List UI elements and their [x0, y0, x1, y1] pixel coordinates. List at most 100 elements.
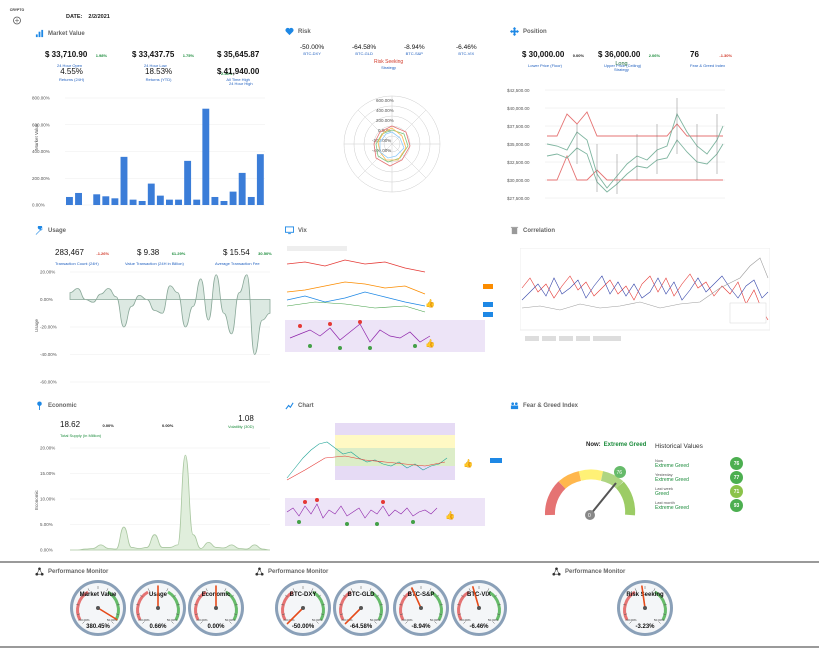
- gauge-tick: [76, 613, 81, 616]
- y-tick: $40,000.00: [507, 106, 530, 111]
- gauge-max-label: 50.00%: [488, 618, 499, 622]
- thumb-up-icon: 👍: [445, 510, 455, 520]
- y-tick: $32,500.00: [507, 160, 530, 165]
- bar: [175, 199, 182, 205]
- stat-value: $ 33,710.90: [45, 50, 88, 59]
- gauge-tick: [494, 594, 497, 598]
- stat-value: 18.53%: [145, 67, 173, 76]
- bar: [202, 108, 210, 205]
- btc-tradingview-chart: 👍 👍: [285, 418, 505, 540]
- stat-label: All Time High: [226, 77, 250, 82]
- gauge-hub: [214, 606, 218, 610]
- thumb-up-icon: 👍: [463, 458, 473, 468]
- gauge-tick: [343, 594, 346, 598]
- bar: [184, 160, 192, 205]
- stat-btc-vix: -6.46% BTC-VIX: [456, 44, 477, 56]
- period-label: Last week: [655, 486, 674, 491]
- gauge-value: 380.45%: [86, 624, 110, 630]
- y-tick: 400.00%: [32, 149, 50, 154]
- radial-tick: -200.00%: [372, 138, 391, 143]
- panel-title-text: Chart: [298, 402, 314, 409]
- gauge-tick: [434, 621, 437, 624]
- gauge-economic: Economic-50.00%50.00%0.00%: [186, 576, 246, 642]
- gauge-tick: [80, 594, 83, 598]
- gauge-tick: [438, 613, 443, 616]
- period-label: Yesterday: [655, 472, 673, 477]
- stat-pct: 0.00%: [162, 423, 174, 428]
- gauge-tick: [233, 613, 238, 616]
- gauge-name: Risk Seeking: [626, 592, 664, 598]
- fear-greed-title: Fear & Greed Index: [510, 401, 578, 410]
- gauge-green-zone: [488, 590, 501, 621]
- gauge-max-label: 50.00%: [312, 618, 323, 622]
- gauge-tick: [629, 621, 632, 624]
- gauge-red-zone: [76, 590, 89, 621]
- bar: [229, 191, 237, 205]
- gauge-red-zone: [281, 590, 294, 621]
- monitor-top-divider: [0, 561, 819, 563]
- radial-tick: 400.00%: [376, 108, 394, 113]
- historical-values: Historical Values Now Extreme Greed 76 Yes…: [655, 443, 743, 523]
- gauge-min-label: -50.00%: [401, 618, 413, 622]
- stat-value: $ 33,437.75: [132, 50, 175, 59]
- gauge-min-label: -50.00%: [341, 618, 353, 622]
- bar: [102, 196, 110, 205]
- gauge-tick: [142, 621, 145, 624]
- position-line-chart: $42,500.00 $40,000.00 $37,500.00 $35,000…: [507, 88, 725, 201]
- bar: [166, 199, 173, 205]
- stat-avg-fee: $ 15.54 30.50% Average Transaction Fee: [215, 242, 272, 266]
- stat-label: Total Supply (in Million): [60, 433, 102, 438]
- stat-value: $ 35,645.87: [217, 50, 260, 59]
- panel-title-text: Vix: [298, 227, 307, 234]
- stat-btc-dxy: -50.00% BTC-DXY: [300, 44, 324, 56]
- gauge-dial: Market Value -50.00% 50.00% 380.45%: [70, 580, 126, 636]
- panel-title-text: Usage: [48, 227, 67, 234]
- panel-title-text: Performance Monitor: [48, 568, 109, 575]
- gauge-tick: [369, 588, 372, 592]
- gauge-tick: [653, 588, 656, 592]
- monitor-bottom-divider: [0, 646, 819, 648]
- stat-lower-price: $ 30,000.00 0.00% Lower Price (Floor): [522, 44, 584, 68]
- fear-greed-now: Now: Extreme Greed: [586, 442, 646, 448]
- stat-value: $ 30,000.00: [522, 50, 565, 59]
- usage-area: [69, 274, 271, 355]
- period-label: Now: [655, 458, 664, 463]
- stat-fear-greed: 76 -1.30% Fear & Greed Index: [690, 44, 732, 68]
- bar: [147, 183, 155, 205]
- gauge-name: BTC-GLD: [348, 592, 376, 598]
- y-tick: 0.00%: [40, 548, 53, 553]
- market-value-bar-chart: Market Value 800.00% 600.00% 400.00% 200.00…: [32, 96, 265, 208]
- monitor-title-3: Performance Monitor: [552, 567, 625, 576]
- y-axis-label: Economic: [34, 489, 39, 510]
- gauge-red-zone: [136, 590, 149, 621]
- gauge-max-label: 50.00%: [107, 618, 118, 622]
- gauge-green-zone: [312, 590, 325, 621]
- date-row: DATE: 2/2/2021: [66, 14, 110, 20]
- gauge-tick: [376, 594, 379, 598]
- gauge-dial: BTC-VIX -50.00% 50.00% -6.46%: [451, 580, 507, 636]
- y-tick: 15.00%: [40, 471, 55, 476]
- gauge-value-label: 76: [617, 470, 623, 476]
- stat-value: 76: [690, 50, 699, 59]
- stat-returns-24h: 4.55% Returns (24H): [59, 67, 84, 82]
- stat-label: Upper Price (Ceiling): [604, 63, 642, 68]
- gauge-tick: [623, 613, 628, 616]
- gauge-market-value: Market Value -50.00% 50.00% 380.45%: [68, 576, 128, 642]
- radial-tick: 200.00%: [376, 118, 394, 123]
- chart-icon: [285, 402, 294, 410]
- gauge-red-zone: [399, 590, 412, 621]
- gauge-tick: [399, 613, 404, 616]
- now-label: Now:: [586, 442, 601, 448]
- history-row-yesterday: Yesterday Extreme Greed 77: [655, 471, 743, 484]
- gauge-tick: [229, 621, 232, 624]
- stat-volatility-pct: 0.00%: [162, 414, 173, 432]
- gauge-needle: [472, 586, 480, 609]
- gauge-btc-vix: BTC-VIX -50.00% 50.00% -6.46%: [449, 576, 509, 642]
- gauge-tick: [403, 594, 406, 598]
- stat-label: Value Transaction (24H in Billion): [125, 261, 184, 266]
- y-axis-label: Usage: [34, 318, 39, 332]
- bar: [66, 196, 73, 205]
- gauge-tick: [106, 588, 109, 592]
- gauge-needle: [641, 585, 646, 609]
- stat-label: Returns (24H): [59, 77, 85, 82]
